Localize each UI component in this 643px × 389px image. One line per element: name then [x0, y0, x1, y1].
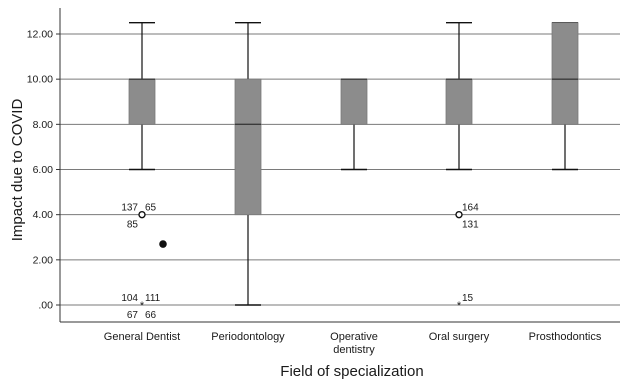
box-oral-surgery: [445, 22, 473, 171]
y-tick-label: 12.00: [27, 29, 53, 41]
outlier-label: 111: [145, 293, 161, 304]
x-axis-title: Field of specialization: [280, 363, 423, 380]
y-axis-title: Impact due to COVID: [9, 99, 26, 242]
outlier-label: 164: [462, 203, 479, 214]
x-tick-label: Prosthodontics: [529, 331, 602, 343]
outlier-circle: [138, 210, 146, 219]
outlier-label: 65: [145, 203, 157, 214]
outlier-label: 131: [462, 220, 479, 231]
y-tick-label: 2.00: [33, 254, 54, 266]
x-tick-label: General Dentist: [104, 331, 180, 343]
iqr-box: [551, 22, 579, 125]
box-prosthodontics: [551, 22, 579, 171]
x-tick-label: Periodontology: [211, 331, 285, 343]
outlier-circle: [455, 210, 463, 219]
iqr-box: [234, 78, 262, 216]
iqr-box: [128, 78, 156, 125]
y-tick-label: 6.00: [33, 164, 54, 176]
iqr-box: [445, 78, 473, 125]
extreme-star: *: [140, 300, 145, 312]
y-tick-label: 4.00: [33, 209, 54, 221]
outlier-label: 15: [462, 293, 474, 304]
box-periodontology: [234, 22, 262, 306]
x-tick-label: Operative: [330, 331, 378, 343]
box-general-dentist: [128, 22, 156, 171]
x-tick-label: dentistry: [333, 344, 375, 356]
outlier-label: 85: [127, 220, 139, 231]
y-tick-label: 8.00: [33, 119, 54, 131]
box-operative-dentistry: [340, 78, 368, 171]
y-tick-label: 10.00: [27, 74, 53, 86]
y-tick-label: .00: [38, 300, 53, 312]
outlier-label: 137: [121, 203, 138, 214]
axes: .00 2.00 4.00 6.00 8.00 10.00 12.00 General Den…: [27, 8, 620, 356]
boxes: [128, 22, 579, 306]
solid-dot: [159, 240, 167, 248]
iqr-box: [340, 78, 368, 125]
extreme-star: *: [457, 300, 462, 312]
outlier-label: 66: [145, 310, 157, 321]
x-tick-label: Oral surgery: [429, 331, 490, 343]
outlier-label: 67: [127, 310, 139, 321]
outlier-label: 104: [121, 293, 138, 304]
